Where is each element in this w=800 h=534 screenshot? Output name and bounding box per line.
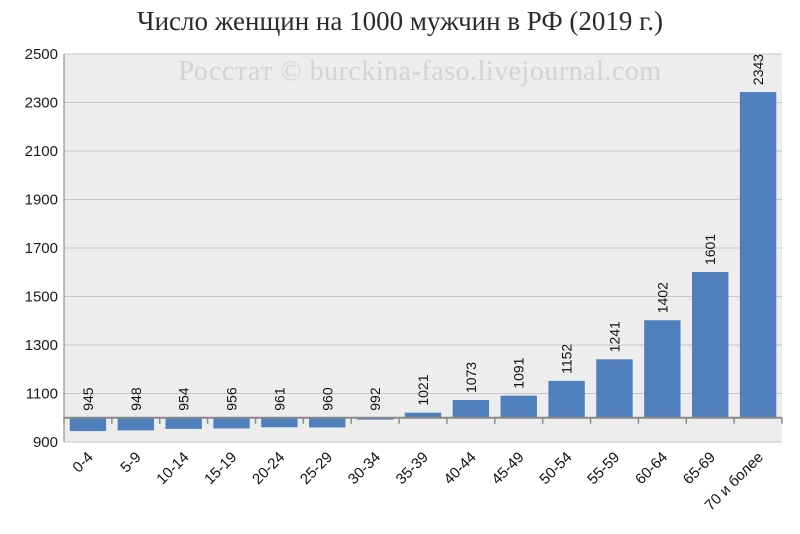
y-tick-label: 1500 [25, 289, 58, 306]
y-tick-label: 2500 [25, 46, 58, 63]
x-tick-label: 15-19 [201, 449, 240, 488]
x-tick-label: 40-44 [441, 449, 480, 488]
bar-value-label: 960 [319, 387, 335, 411]
bar [548, 380, 585, 418]
y-tick-label: 2300 [25, 95, 58, 112]
x-tick-label: 20-24 [249, 449, 288, 488]
x-tick-label: 25-29 [297, 449, 336, 488]
x-tick-label: 45-49 [488, 449, 527, 488]
y-tick-label: 2100 [25, 143, 58, 160]
y-tick-label: 900 [33, 434, 58, 451]
bar [69, 417, 107, 432]
bar-value-label: 956 [224, 387, 240, 411]
x-tick-label: 60-64 [632, 449, 671, 488]
bar-value-label: 992 [367, 387, 383, 411]
bar [500, 395, 537, 418]
bar [692, 272, 729, 418]
x-tick-label: 5-9 [117, 449, 144, 476]
bar-value-label: 954 [176, 387, 192, 411]
x-tick-label: 35-39 [393, 449, 432, 488]
y-tick-label: 1300 [25, 337, 58, 354]
bar [452, 400, 490, 418]
x-tick-label: 65-69 [680, 449, 719, 488]
bar-value-label: 1241 [606, 321, 622, 352]
y-tick-label: 1700 [25, 240, 58, 257]
bar-value-label: 961 [271, 387, 287, 411]
x-tick-label: 30-34 [345, 449, 384, 488]
y-tick-label: 1100 [26, 386, 58, 403]
watermark: Росстат © burckina-faso.livejournal.com [178, 56, 662, 87]
bar [165, 417, 202, 429]
x-tick-label: 0-4 [69, 449, 96, 476]
bar-value-label: 1021 [415, 374, 431, 405]
bar-value-label: 1402 [654, 282, 670, 313]
x-tick-label: 55-59 [584, 449, 623, 488]
bar [309, 417, 346, 428]
bar-value-label: 945 [80, 387, 96, 411]
bar [117, 417, 154, 431]
x-tick-label: 50-54 [536, 449, 575, 488]
bar-value-label: 1091 [511, 357, 527, 388]
bar-value-label: 1601 [702, 234, 718, 265]
bar-value-label: 2343 [750, 54, 766, 85]
chart-title: Число женщин на 1000 мужчин в РФ (2019 г… [137, 6, 663, 36]
bar-value-label: 948 [128, 387, 144, 411]
bar-value-label: 1073 [463, 362, 479, 393]
bar [644, 320, 681, 418]
bar [213, 417, 250, 429]
bar [739, 92, 777, 418]
bar [404, 412, 442, 418]
bar [596, 359, 633, 418]
bar [261, 417, 298, 428]
x-tick-label: 10-14 [153, 449, 192, 488]
y-tick-label: 1900 [25, 192, 58, 209]
bar-value-label: 1152 [559, 344, 575, 374]
